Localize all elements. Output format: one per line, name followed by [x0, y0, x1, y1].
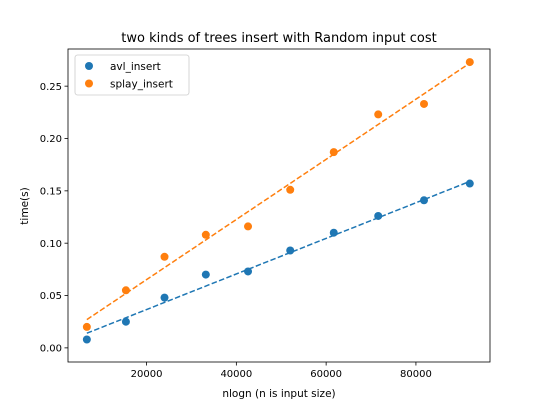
y-tick-label: 0.00 [40, 343, 62, 354]
legend: avl_insert splay_insert [74, 54, 190, 96]
trend-line-avl_insert [86, 180, 471, 334]
data-point-avl_insert [465, 179, 474, 188]
legend-box [74, 54, 190, 96]
data-point-splay_insert [374, 110, 383, 119]
data-point-splay_insert [329, 148, 338, 157]
y-axis-label: time(s) [19, 187, 31, 224]
trend-line-splay_insert [86, 62, 471, 321]
data-point-avl_insert [374, 211, 383, 220]
data-point-splay_insert [201, 230, 210, 239]
data-point-avl_insert [329, 228, 338, 237]
legend-label-splay_insert: splay_insert [110, 78, 173, 90]
y-tick-label: 0.15 [40, 186, 62, 197]
y-tick-label: 0.05 [40, 291, 62, 302]
data-point-splay_insert [82, 322, 91, 331]
y-tick-label: 0.25 [40, 82, 62, 93]
data-point-avl_insert [286, 246, 295, 255]
data-point-splay_insert [121, 286, 130, 295]
x-tick-label: 20000 [131, 369, 163, 380]
y-tick-label: 0.20 [40, 134, 62, 145]
x-tick-label: 40000 [220, 369, 252, 380]
legend-label-avl_insert: avl_insert [110, 61, 161, 73]
data-point-splay_insert [465, 58, 474, 67]
data-point-avl_insert [121, 317, 130, 326]
data-point-avl_insert [201, 270, 210, 279]
x-axis-label: nlogn (n is input size) [222, 388, 335, 400]
data-point-avl_insert [420, 196, 429, 205]
data-point-splay_insert [244, 222, 253, 231]
x-tick-label: 60000 [310, 369, 342, 380]
chart-title: two kinds of trees insert with Random in… [121, 31, 436, 46]
legend-marker-avl_insert [85, 62, 93, 70]
data-point-avl_insert [82, 335, 91, 344]
data-point-splay_insert [420, 99, 429, 108]
plot-area: 20000 40000 60000 80000 0.00 0.05 0.10 0.15 0.20… [40, 48, 491, 380]
legend-marker-splay_insert [85, 79, 93, 88]
data-point-splay_insert [160, 252, 169, 261]
data-point-avl_insert [244, 267, 253, 276]
data-point-splay_insert [286, 185, 295, 194]
plot-frame [67, 48, 491, 363]
data-point-avl_insert [160, 293, 169, 302]
x-tick-label: 80000 [400, 369, 432, 380]
y-tick-label: 0.10 [40, 239, 62, 250]
